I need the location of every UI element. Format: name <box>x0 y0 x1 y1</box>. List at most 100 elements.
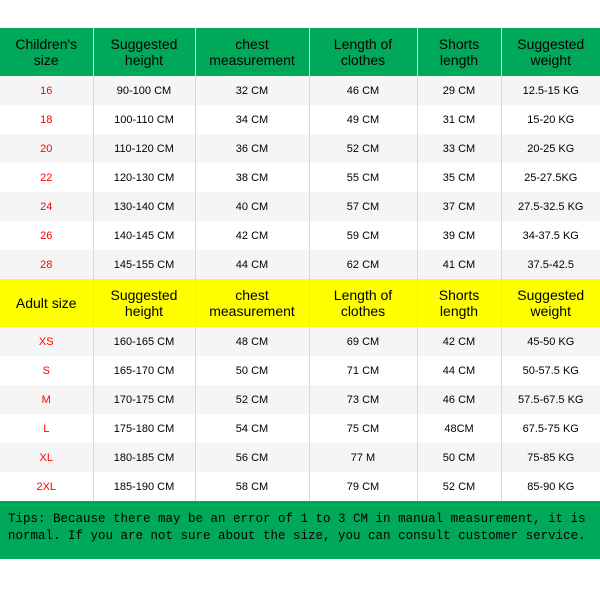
size-cell: 28 <box>0 250 93 279</box>
shorts-cell: 46 CM <box>417 385 501 414</box>
size-cell: 26 <box>0 221 93 250</box>
length-cell: 49 CM <box>309 105 417 134</box>
length-cell: 59 CM <box>309 221 417 250</box>
shorts-cell: 39 CM <box>417 221 501 250</box>
weight-cell: 27.5-32.5 KG <box>501 192 600 221</box>
col-header-height: Suggested height <box>93 279 195 327</box>
shorts-cell: 29 CM <box>417 76 501 105</box>
table-row: 18 100-110 CM 34 CM 49 CM 31 CM 15-20 KG <box>0 105 600 134</box>
shorts-cell: 48CM <box>417 414 501 443</box>
weight-cell: 15-20 KG <box>501 105 600 134</box>
size-cell: 24 <box>0 192 93 221</box>
chest-cell: 38 CM <box>195 163 309 192</box>
length-cell: 52 CM <box>309 134 417 163</box>
length-cell: 62 CM <box>309 250 417 279</box>
length-cell: 69 CM <box>309 327 417 356</box>
length-cell: 46 CM <box>309 76 417 105</box>
size-cell: XL <box>0 443 93 472</box>
shorts-cell: 37 CM <box>417 192 501 221</box>
table-row: S 165-170 CM 50 CM 71 CM 44 CM 50-57.5 K… <box>0 356 600 385</box>
col-header-shorts: Shorts length <box>417 28 501 76</box>
size-cell: 18 <box>0 105 93 134</box>
length-cell: 73 CM <box>309 385 417 414</box>
shorts-cell: 50 CM <box>417 443 501 472</box>
length-cell: 71 CM <box>309 356 417 385</box>
height-cell: 165-170 CM <box>93 356 195 385</box>
col-header-shorts: Shorts length <box>417 279 501 327</box>
col-header-length: Length of clothes <box>309 28 417 76</box>
height-cell: 130-140 CM <box>93 192 195 221</box>
table-row: M 170-175 CM 52 CM 73 CM 46 CM 57.5-67.5… <box>0 385 600 414</box>
weight-cell: 34-37.5 KG <box>501 221 600 250</box>
table-row: 20 110-120 CM 36 CM 52 CM 33 CM 20-25 KG <box>0 134 600 163</box>
size-cell: 20 <box>0 134 93 163</box>
col-header-length: Length of clothes <box>309 279 417 327</box>
chest-cell: 32 CM <box>195 76 309 105</box>
shorts-cell: 44 CM <box>417 356 501 385</box>
weight-cell: 45-50 KG <box>501 327 600 356</box>
height-cell: 160-165 CM <box>93 327 195 356</box>
table-row: 16 90-100 CM 32 CM 46 CM 29 CM 12.5-15 K… <box>0 76 600 105</box>
height-cell: 185-190 CM <box>93 472 195 501</box>
col-header-weight: Suggested weight <box>501 28 600 76</box>
length-cell: 79 CM <box>309 472 417 501</box>
size-cell: 16 <box>0 76 93 105</box>
col-header-chest: chest measurement <box>195 279 309 327</box>
length-cell: 57 CM <box>309 192 417 221</box>
table-row: 24 130-140 CM 40 CM 57 CM 37 CM 27.5-32.… <box>0 192 600 221</box>
height-cell: 100-110 CM <box>93 105 195 134</box>
table-row: 28 145-155 CM 44 CM 62 CM 41 CM 37.5-42.… <box>0 250 600 279</box>
length-cell: 75 CM <box>309 414 417 443</box>
shorts-cell: 35 CM <box>417 163 501 192</box>
weight-cell: 12.5-15 KG <box>501 76 600 105</box>
tips-footer: Tips: Because there may be an error of 1… <box>0 501 600 559</box>
height-cell: 120-130 CM <box>93 163 195 192</box>
chest-cell: 34 CM <box>195 105 309 134</box>
chest-cell: 48 CM <box>195 327 309 356</box>
adult-header-row: Adult size Suggested height chest measur… <box>0 279 600 327</box>
length-cell: 55 CM <box>309 163 417 192</box>
weight-cell: 57.5-67.5 KG <box>501 385 600 414</box>
weight-cell: 20-25 KG <box>501 134 600 163</box>
chest-cell: 50 CM <box>195 356 309 385</box>
col-header-height: Suggested height <box>93 28 195 76</box>
weight-cell: 85-90 KG <box>501 472 600 501</box>
col-header-chest: chest measurement <box>195 28 309 76</box>
height-cell: 140-145 CM <box>93 221 195 250</box>
length-cell: 77 M <box>309 443 417 472</box>
size-cell: M <box>0 385 93 414</box>
shorts-cell: 31 CM <box>417 105 501 134</box>
shorts-cell: 52 CM <box>417 472 501 501</box>
chest-cell: 52 CM <box>195 385 309 414</box>
table-row: XL 180-185 CM 56 CM 77 M 50 CM 75-85 KG <box>0 443 600 472</box>
weight-cell: 75-85 KG <box>501 443 600 472</box>
shorts-cell: 41 CM <box>417 250 501 279</box>
size-cell: L <box>0 414 93 443</box>
table-row: 26 140-145 CM 42 CM 59 CM 39 CM 34-37.5 … <box>0 221 600 250</box>
height-cell: 180-185 CM <box>93 443 195 472</box>
shorts-cell: 42 CM <box>417 327 501 356</box>
chest-cell: 54 CM <box>195 414 309 443</box>
table-row: 22 120-130 CM 38 CM 55 CM 35 CM 25-27.5K… <box>0 163 600 192</box>
height-cell: 110-120 CM <box>93 134 195 163</box>
col-header-size: Children's size <box>0 28 93 76</box>
height-cell: 170-175 CM <box>93 385 195 414</box>
table-row: 2XL 185-190 CM 58 CM 79 CM 52 CM 85-90 K… <box>0 472 600 501</box>
height-cell: 175-180 CM <box>93 414 195 443</box>
size-cell: XS <box>0 327 93 356</box>
weight-cell: 67.5-75 KG <box>501 414 600 443</box>
size-cell: S <box>0 356 93 385</box>
height-cell: 90-100 CM <box>93 76 195 105</box>
col-header-size: Adult size <box>0 279 93 327</box>
size-chart-table: Children's size Suggested height chest m… <box>0 28 600 501</box>
size-cell: 22 <box>0 163 93 192</box>
table-row: XS 160-165 CM 48 CM 69 CM 42 CM 45-50 KG <box>0 327 600 356</box>
col-header-weight: Suggested weight <box>501 279 600 327</box>
chest-cell: 40 CM <box>195 192 309 221</box>
height-cell: 145-155 CM <box>93 250 195 279</box>
chest-cell: 44 CM <box>195 250 309 279</box>
weight-cell: 37.5-42.5 <box>501 250 600 279</box>
weight-cell: 25-27.5KG <box>501 163 600 192</box>
chest-cell: 36 CM <box>195 134 309 163</box>
shorts-cell: 33 CM <box>417 134 501 163</box>
